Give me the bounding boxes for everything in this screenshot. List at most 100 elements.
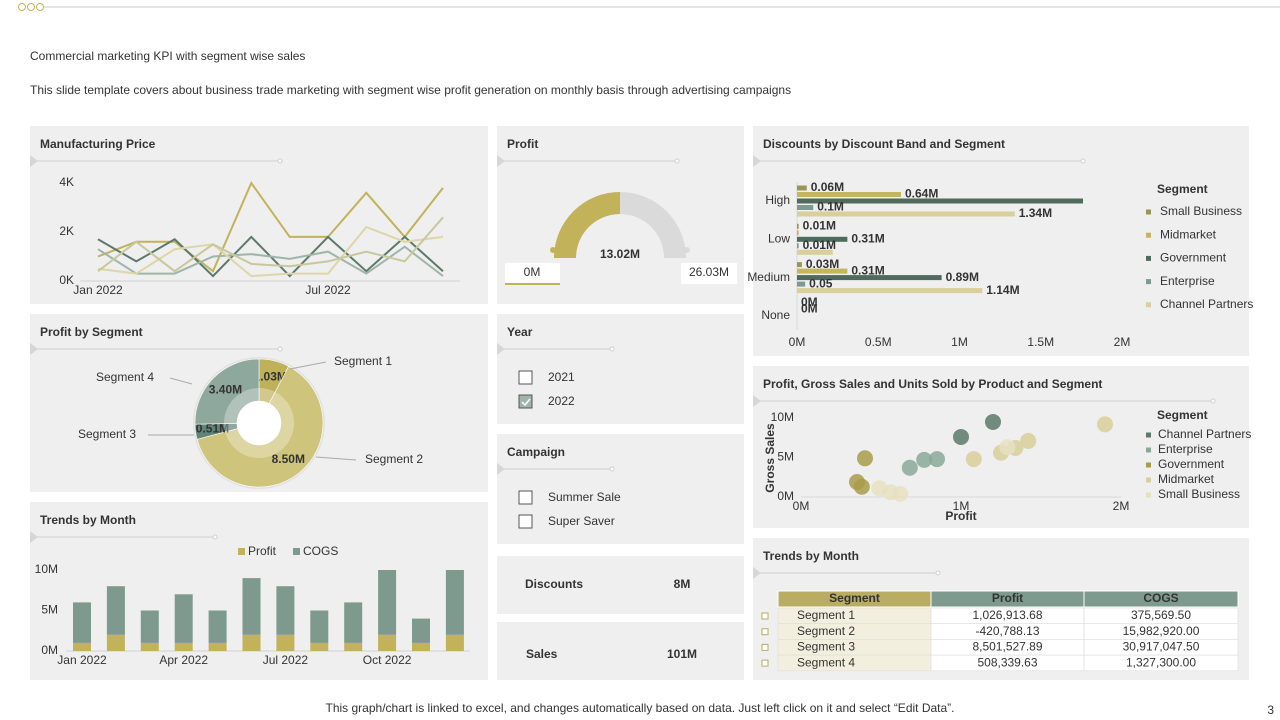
y-tick-label: 4K xyxy=(59,175,74,189)
bar-segment xyxy=(242,634,261,651)
kpi-label: Discounts xyxy=(525,577,583,591)
gauge-end xyxy=(684,247,690,253)
leader-line xyxy=(169,377,193,385)
footer-note: This graph/chart is linked to excel, and… xyxy=(326,701,955,715)
page-title: Commercial marketing KPI with segment wi… xyxy=(30,49,305,63)
legend-swatch xyxy=(1146,302,1151,308)
title-rule-arrow xyxy=(497,155,505,167)
legend-swatch xyxy=(293,548,300,555)
donut-value-label: 3.40M xyxy=(209,382,242,396)
donut-value-label: 8.50M xyxy=(272,452,305,466)
gauge-max-label: 26.03M xyxy=(689,265,729,279)
legend-label: Midmarket xyxy=(1158,472,1215,486)
leader-line xyxy=(315,456,357,461)
y-tick-label: 0M xyxy=(777,489,794,503)
table-cell-text: 8,501,527.89 xyxy=(972,640,1042,654)
table-header: Segment xyxy=(829,591,880,605)
bar-segment xyxy=(208,610,227,643)
bar xyxy=(797,230,799,236)
bar-segment xyxy=(276,634,295,651)
panel-title: Trends by Month xyxy=(763,549,859,563)
table-header: COGS xyxy=(1143,591,1178,605)
bar-segment xyxy=(344,642,363,651)
line-series xyxy=(97,245,444,277)
bar xyxy=(797,185,807,191)
legend-swatch xyxy=(1146,255,1151,261)
row-icon xyxy=(761,628,769,636)
scatter-point xyxy=(916,451,933,468)
gauge-value xyxy=(554,192,620,258)
table-cell-text: 508,339.63 xyxy=(977,655,1037,669)
table-cell-text: 375,569.50 xyxy=(1131,608,1191,622)
scatter-point xyxy=(853,478,870,495)
y-tick-label: 5M xyxy=(777,450,794,464)
panel-title: Profit, Gross Sales and Units Sold by Pr… xyxy=(763,377,1102,391)
bar-value-label: 0.01M xyxy=(803,218,836,232)
legend-swatch xyxy=(1146,432,1151,438)
legend-label: Midmarket xyxy=(1160,227,1217,241)
x-tick-label: Jan 2022 xyxy=(73,283,123,297)
kpi-value: 101M xyxy=(667,647,697,661)
legend-swatch xyxy=(1146,279,1151,285)
table-cell-text: Segment 3 xyxy=(797,640,855,654)
title-rule-end xyxy=(609,346,615,352)
legend-swatch xyxy=(1146,232,1151,238)
x-tick-label: Jan 2022 xyxy=(57,653,107,667)
y-tick-label: 5M xyxy=(41,603,58,617)
bar-segment xyxy=(310,610,329,643)
table-cell-text: -420,788.13 xyxy=(975,624,1039,638)
row-icon xyxy=(761,612,769,620)
y-tick-label: 2K xyxy=(59,224,74,238)
panel-title: Year xyxy=(507,325,533,339)
table-cell-text: Segment 4 xyxy=(797,655,855,669)
table-cell-text: 15,982,920.00 xyxy=(1123,624,1200,638)
table-cell-text: 1,026,913.68 xyxy=(972,608,1042,622)
bar-segment xyxy=(445,570,464,635)
y-tick-label: Low xyxy=(768,231,790,245)
bar-value-label: 0.1M xyxy=(817,200,844,214)
gauge-end xyxy=(550,247,556,253)
checkbox[interactable] xyxy=(518,370,533,385)
panel xyxy=(497,314,744,424)
scatter-point xyxy=(953,428,969,445)
bar-segment xyxy=(140,642,159,651)
checkbox[interactable] xyxy=(518,514,533,529)
x-tick-label: Apr 2022 xyxy=(159,653,208,667)
donut-value-label: 1.03M xyxy=(254,370,287,384)
bar-segment xyxy=(344,602,363,643)
scatter-point xyxy=(1020,432,1037,449)
scatter-point xyxy=(999,439,1016,456)
legend-label: Channel Partners xyxy=(1158,427,1251,441)
page-number: 3 xyxy=(1267,703,1274,717)
scatter-point xyxy=(1097,416,1113,433)
bar-value-label: 0.01M xyxy=(803,238,836,252)
legend-swatch xyxy=(1146,209,1151,215)
checkbox[interactable] xyxy=(518,394,533,409)
title-rule-arrow xyxy=(753,395,761,407)
legend-label: Government xyxy=(1158,457,1225,471)
table-cell-text: 30,917,047.50 xyxy=(1123,640,1200,654)
bar xyxy=(797,192,901,197)
table-header-cell xyxy=(1083,590,1239,608)
panel-title: Discounts by Discount Band and Segment xyxy=(763,137,1005,151)
legend-label: Small Business xyxy=(1160,204,1242,218)
bar xyxy=(797,198,1083,204)
title-rule-arrow xyxy=(30,155,38,167)
title-rule-arrow xyxy=(30,343,38,355)
donut-category-label: Segment 1 xyxy=(334,354,392,368)
bar-segment xyxy=(106,586,125,635)
donut-category-label: Segment 2 xyxy=(365,452,423,466)
legend-swatch xyxy=(1146,462,1151,468)
checkbox[interactable] xyxy=(518,490,533,505)
table-header: Profit xyxy=(992,591,1023,605)
bar-segment xyxy=(378,570,397,635)
bar xyxy=(797,211,1015,217)
bar-segment xyxy=(73,602,91,643)
filter-option: 2022 xyxy=(548,394,575,408)
panel-title: Manufacturing Price xyxy=(40,137,156,151)
x-tick-label: 0M xyxy=(789,335,806,349)
x-tick-label: Jul 2022 xyxy=(263,653,309,667)
panel-title: Profit xyxy=(507,137,538,151)
row-icon xyxy=(761,659,769,667)
donut-value-label: 0.51M xyxy=(196,422,229,436)
